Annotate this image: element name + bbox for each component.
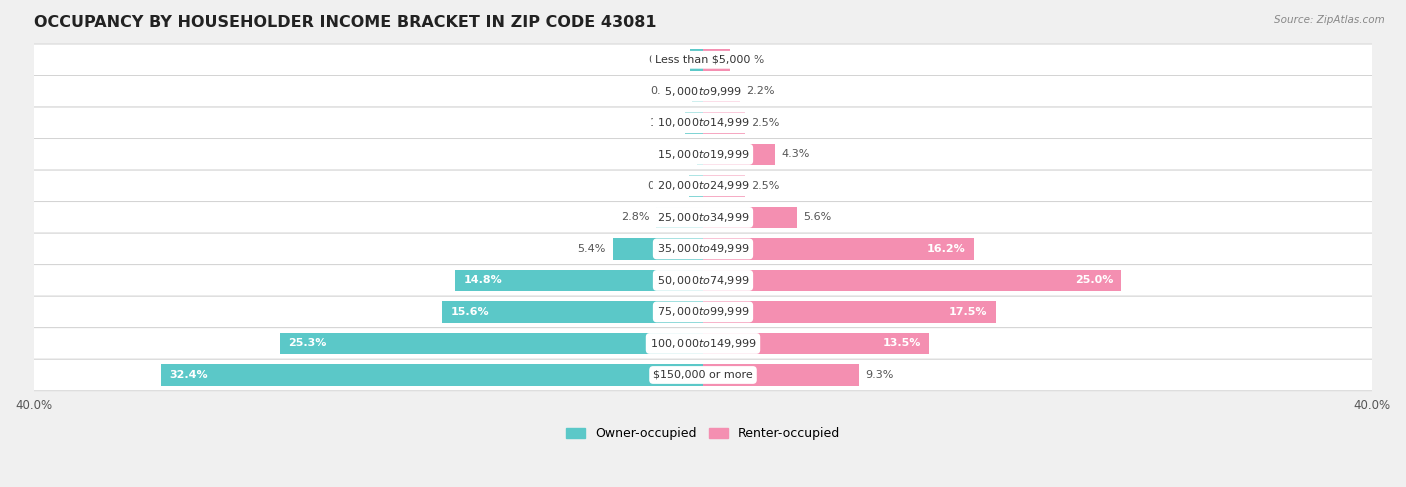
Bar — [703, 81, 740, 102]
FancyBboxPatch shape — [34, 107, 1372, 139]
Bar — [280, 333, 703, 354]
Bar — [703, 49, 730, 71]
Text: 1.6%: 1.6% — [737, 55, 765, 65]
Bar — [703, 238, 974, 260]
FancyBboxPatch shape — [34, 264, 1372, 296]
FancyBboxPatch shape — [34, 44, 1372, 75]
Bar — [703, 270, 1122, 291]
Text: $15,000 to $19,999: $15,000 to $19,999 — [657, 148, 749, 161]
Bar — [692, 81, 703, 102]
Bar — [689, 175, 703, 197]
FancyBboxPatch shape — [34, 139, 1372, 170]
Text: 2.2%: 2.2% — [747, 86, 775, 96]
Text: $150,000 or more: $150,000 or more — [654, 370, 752, 380]
Text: $100,000 to $149,999: $100,000 to $149,999 — [650, 337, 756, 350]
Text: 0.82%: 0.82% — [647, 181, 682, 191]
Bar — [613, 238, 703, 260]
Legend: Owner-occupied, Renter-occupied: Owner-occupied, Renter-occupied — [562, 424, 844, 444]
Text: Less than $5,000: Less than $5,000 — [655, 55, 751, 65]
Text: OCCUPANCY BY HOUSEHOLDER INCOME BRACKET IN ZIP CODE 43081: OCCUPANCY BY HOUSEHOLDER INCOME BRACKET … — [34, 15, 657, 30]
Text: 9.3%: 9.3% — [865, 370, 894, 380]
Text: 5.6%: 5.6% — [803, 212, 832, 223]
Text: 25.0%: 25.0% — [1074, 276, 1114, 285]
Text: 16.2%: 16.2% — [927, 244, 966, 254]
Text: 32.4%: 32.4% — [169, 370, 208, 380]
FancyBboxPatch shape — [34, 202, 1372, 233]
Text: $50,000 to $74,999: $50,000 to $74,999 — [657, 274, 749, 287]
Bar — [703, 112, 745, 133]
Text: 13.5%: 13.5% — [882, 338, 921, 349]
Text: 4.3%: 4.3% — [782, 150, 810, 159]
Bar — [685, 112, 703, 133]
FancyBboxPatch shape — [34, 233, 1372, 264]
Text: 14.8%: 14.8% — [464, 276, 502, 285]
FancyBboxPatch shape — [34, 328, 1372, 359]
Bar — [703, 333, 929, 354]
Text: 2.5%: 2.5% — [752, 181, 780, 191]
Text: $20,000 to $24,999: $20,000 to $24,999 — [657, 179, 749, 192]
Text: 25.3%: 25.3% — [288, 338, 326, 349]
Bar — [160, 364, 703, 386]
Text: 1.1%: 1.1% — [650, 118, 678, 128]
Text: 2.5%: 2.5% — [752, 118, 780, 128]
Text: 0.66%: 0.66% — [650, 86, 685, 96]
Text: $75,000 to $99,999: $75,000 to $99,999 — [657, 305, 749, 318]
FancyBboxPatch shape — [34, 296, 1372, 328]
FancyBboxPatch shape — [34, 170, 1372, 202]
Text: Source: ZipAtlas.com: Source: ZipAtlas.com — [1274, 15, 1385, 25]
Bar — [703, 364, 859, 386]
Bar — [690, 49, 703, 71]
Bar — [456, 270, 703, 291]
Bar — [703, 301, 995, 323]
Text: 0.34%: 0.34% — [655, 150, 690, 159]
Text: 15.6%: 15.6% — [450, 307, 489, 317]
Text: $5,000 to $9,999: $5,000 to $9,999 — [664, 85, 742, 98]
Bar — [703, 175, 745, 197]
Text: $25,000 to $34,999: $25,000 to $34,999 — [657, 211, 749, 224]
Bar — [441, 301, 703, 323]
Bar — [697, 144, 703, 165]
Bar — [703, 206, 797, 228]
Text: 17.5%: 17.5% — [949, 307, 987, 317]
Bar — [703, 144, 775, 165]
Bar — [657, 206, 703, 228]
Text: $10,000 to $14,999: $10,000 to $14,999 — [657, 116, 749, 130]
FancyBboxPatch shape — [34, 359, 1372, 391]
Text: 2.8%: 2.8% — [621, 212, 650, 223]
Text: 0.78%: 0.78% — [648, 55, 683, 65]
Text: 5.4%: 5.4% — [578, 244, 606, 254]
FancyBboxPatch shape — [34, 75, 1372, 107]
Text: $35,000 to $49,999: $35,000 to $49,999 — [657, 243, 749, 255]
